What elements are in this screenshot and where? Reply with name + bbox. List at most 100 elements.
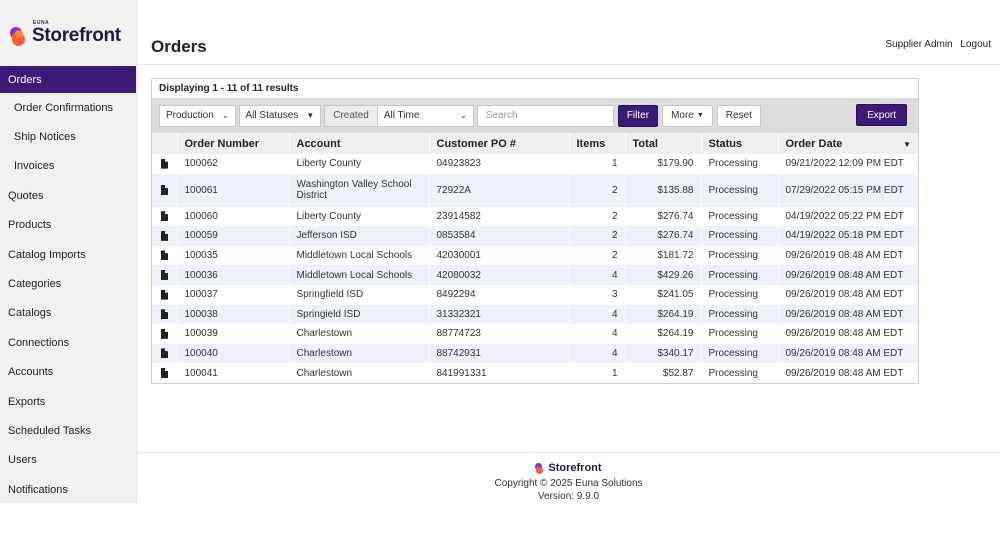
cell-customer-po: 04923823 [429,154,570,174]
cell-customer-po: 88774723 [429,324,570,344]
cell-account: Liberty County [289,206,430,227]
document-icon[interactable] [161,250,168,261]
cell-status: Processing [701,154,779,174]
table-row[interactable]: 100037 Springfield ISD 8492294 3 $241.05 Proc… [152,284,918,305]
header-order-date[interactable]: Order Date ▼ [778,133,918,154]
cell-items: 4 [569,343,626,364]
header-status[interactable]: Status [701,133,779,154]
table-row[interactable]: 100039 Charlestown 88774723 4 $264.19 Process… [152,324,918,344]
search-input[interactable]: Search [476,104,614,127]
cell-order-date: 09/26/2019 08:48 AM EDT [785,328,904,340]
header-customer-po[interactable]: Customer PO # [429,133,570,154]
cell-total: $340.17 [625,343,702,364]
table-row[interactable]: 100036 Middletown Local Schools 42080032 4 $… [152,265,918,285]
cell-order-number[interactable]: 100061 [177,173,290,207]
reset-button[interactable]: Reset [716,104,761,127]
cell-order-number[interactable]: 100059 [177,226,290,246]
document-icon[interactable] [161,289,168,300]
cell-status: Processing [701,173,779,207]
table-row[interactable]: 100061 Washington Valley School District 7… [152,173,918,207]
sidebar-item-connections[interactable]: Connections [8,336,70,349]
table-row[interactable]: 100040 Charlestown 88742931 4 $340.17 Process… [152,343,918,364]
cell-items: 1 [569,363,626,383]
sidebar-item-ship-notices[interactable]: Ship Notices [14,131,76,144]
brand-small-text: EUNA [33,20,50,26]
brand-logo[interactable]: EUNA Storefront [0,0,136,66]
table-row[interactable]: 100041 Charlestown 841991331 1 $52.87 Process… [152,363,918,383]
document-icon[interactable] [161,211,168,222]
orders-panel: Displaying 1 - 11 of 11 results Producti… [151,78,919,384]
sidebar-item-catalog-imports[interactable]: Catalog Imports [8,248,86,261]
euna-logo-icon [535,462,544,474]
cell-order-number[interactable]: 100039 [177,324,290,344]
sidebar: EUNA Storefront Orders Order Confirmatio… [0,0,137,503]
document-icon[interactable] [161,270,168,281]
header-account[interactable]: Account [289,133,430,154]
cell-order-number[interactable]: 100040 [177,343,290,364]
cell-total: $264.19 [625,324,702,344]
sidebar-item-order-confirmations[interactable]: Order Confirmations [14,101,114,114]
user-menu-link[interactable]: Supplier Admin [885,39,953,50]
sort-desc-icon[interactable]: ▼ [903,139,911,149]
cell-total: $179.90 [625,154,702,174]
sidebar-item-invoices[interactable]: Invoices [14,160,55,173]
document-icon[interactable] [161,230,168,241]
sidebar-item-exports[interactable]: Exports [8,395,46,408]
document-icon[interactable] [161,158,168,169]
environment-select[interactable]: Production ⌄ [159,104,236,127]
header-total[interactable]: Total [625,133,702,154]
document-icon[interactable] [161,368,168,378]
header-items[interactable]: Items [569,133,626,154]
time-range-select[interactable]: All Time ⌄ [376,104,474,127]
cell-account: Charlestown [289,363,430,383]
table-row[interactable]: 100038 Springield ISD 31332321 4 $264.19 Proc… [152,304,918,325]
cell-total: $276.74 [625,206,702,227]
chevron-down-icon: ⌄ [221,111,229,120]
more-button[interactable]: More ▼ [662,104,713,127]
document-icon[interactable] [161,348,168,359]
cell-order-date: 09/26/2019 08:48 AM EDT [778,343,918,364]
cell-icon [152,343,178,364]
cell-status: Processing [701,245,779,266]
cell-items: 4 [569,265,626,285]
sidebar-item-scheduled-tasks[interactable]: Scheduled Tasks [8,424,91,437]
caret-down-icon: ▼ [696,112,704,119]
cell-order-number[interactable]: 100038 [177,304,290,325]
sidebar-item-categories[interactable]: Categories [8,278,62,291]
cell-icon [152,324,178,344]
status-select[interactable]: All Statuses ▼ [238,104,322,127]
sidebar-item-quotes[interactable]: Quotes [8,189,44,202]
sidebar-item-products[interactable]: Products [8,219,52,232]
sidebar-item-accounts[interactable]: Accounts [8,366,54,379]
cell-account: Washington Valley School District [289,173,430,207]
cell-order-number[interactable]: 100041 [177,363,290,383]
cell-total: $429.26 [625,265,702,285]
table-row[interactable]: 100062 Liberty County 04923823 1 $179.90 Proc… [152,154,918,174]
logout-link[interactable]: Logout [960,39,991,50]
footer-brand-name: Storefront [548,462,602,474]
cell-order-number[interactable]: 100060 [177,206,290,227]
sidebar-item-users[interactable]: Users [8,454,37,467]
cell-customer-po: 0853584 [429,226,570,246]
caret-down-icon: ▼ [306,111,315,120]
cell-icon [152,245,178,266]
table-row[interactable]: 100035 Middletown Local Schools 42030001 2 $… [152,245,918,266]
cell-order-number[interactable]: 100035 [177,245,290,266]
sidebar-item-orders[interactable]: Orders [0,66,136,93]
page-title: Orders [151,37,207,56]
cell-order-number[interactable]: 100037 [177,284,290,305]
export-button[interactable]: Export [856,104,907,126]
cell-order-number[interactable]: 100062 [177,154,290,174]
cell-total: $241.05 [625,284,702,305]
header-order-number[interactable]: Order Number [177,133,290,154]
document-icon[interactable] [161,184,168,195]
document-icon[interactable] [161,328,168,339]
cell-order-date: 09/21/2022 12:09 PM EDT [785,158,904,170]
sidebar-item-catalogs[interactable]: Catalogs [8,307,52,320]
cell-order-number[interactable]: 100036 [177,265,290,285]
table-row[interactable]: 100060 Liberty County 23914582 2 $276.74 Proc… [152,206,918,227]
table-row[interactable]: 100059 Jefferson ISD 0853584 2 $276.74 Proces… [152,226,918,246]
document-icon[interactable] [161,309,168,320]
sidebar-item-notifications[interactable]: Notifications [8,483,68,496]
filter-button[interactable]: Filter [617,104,659,127]
